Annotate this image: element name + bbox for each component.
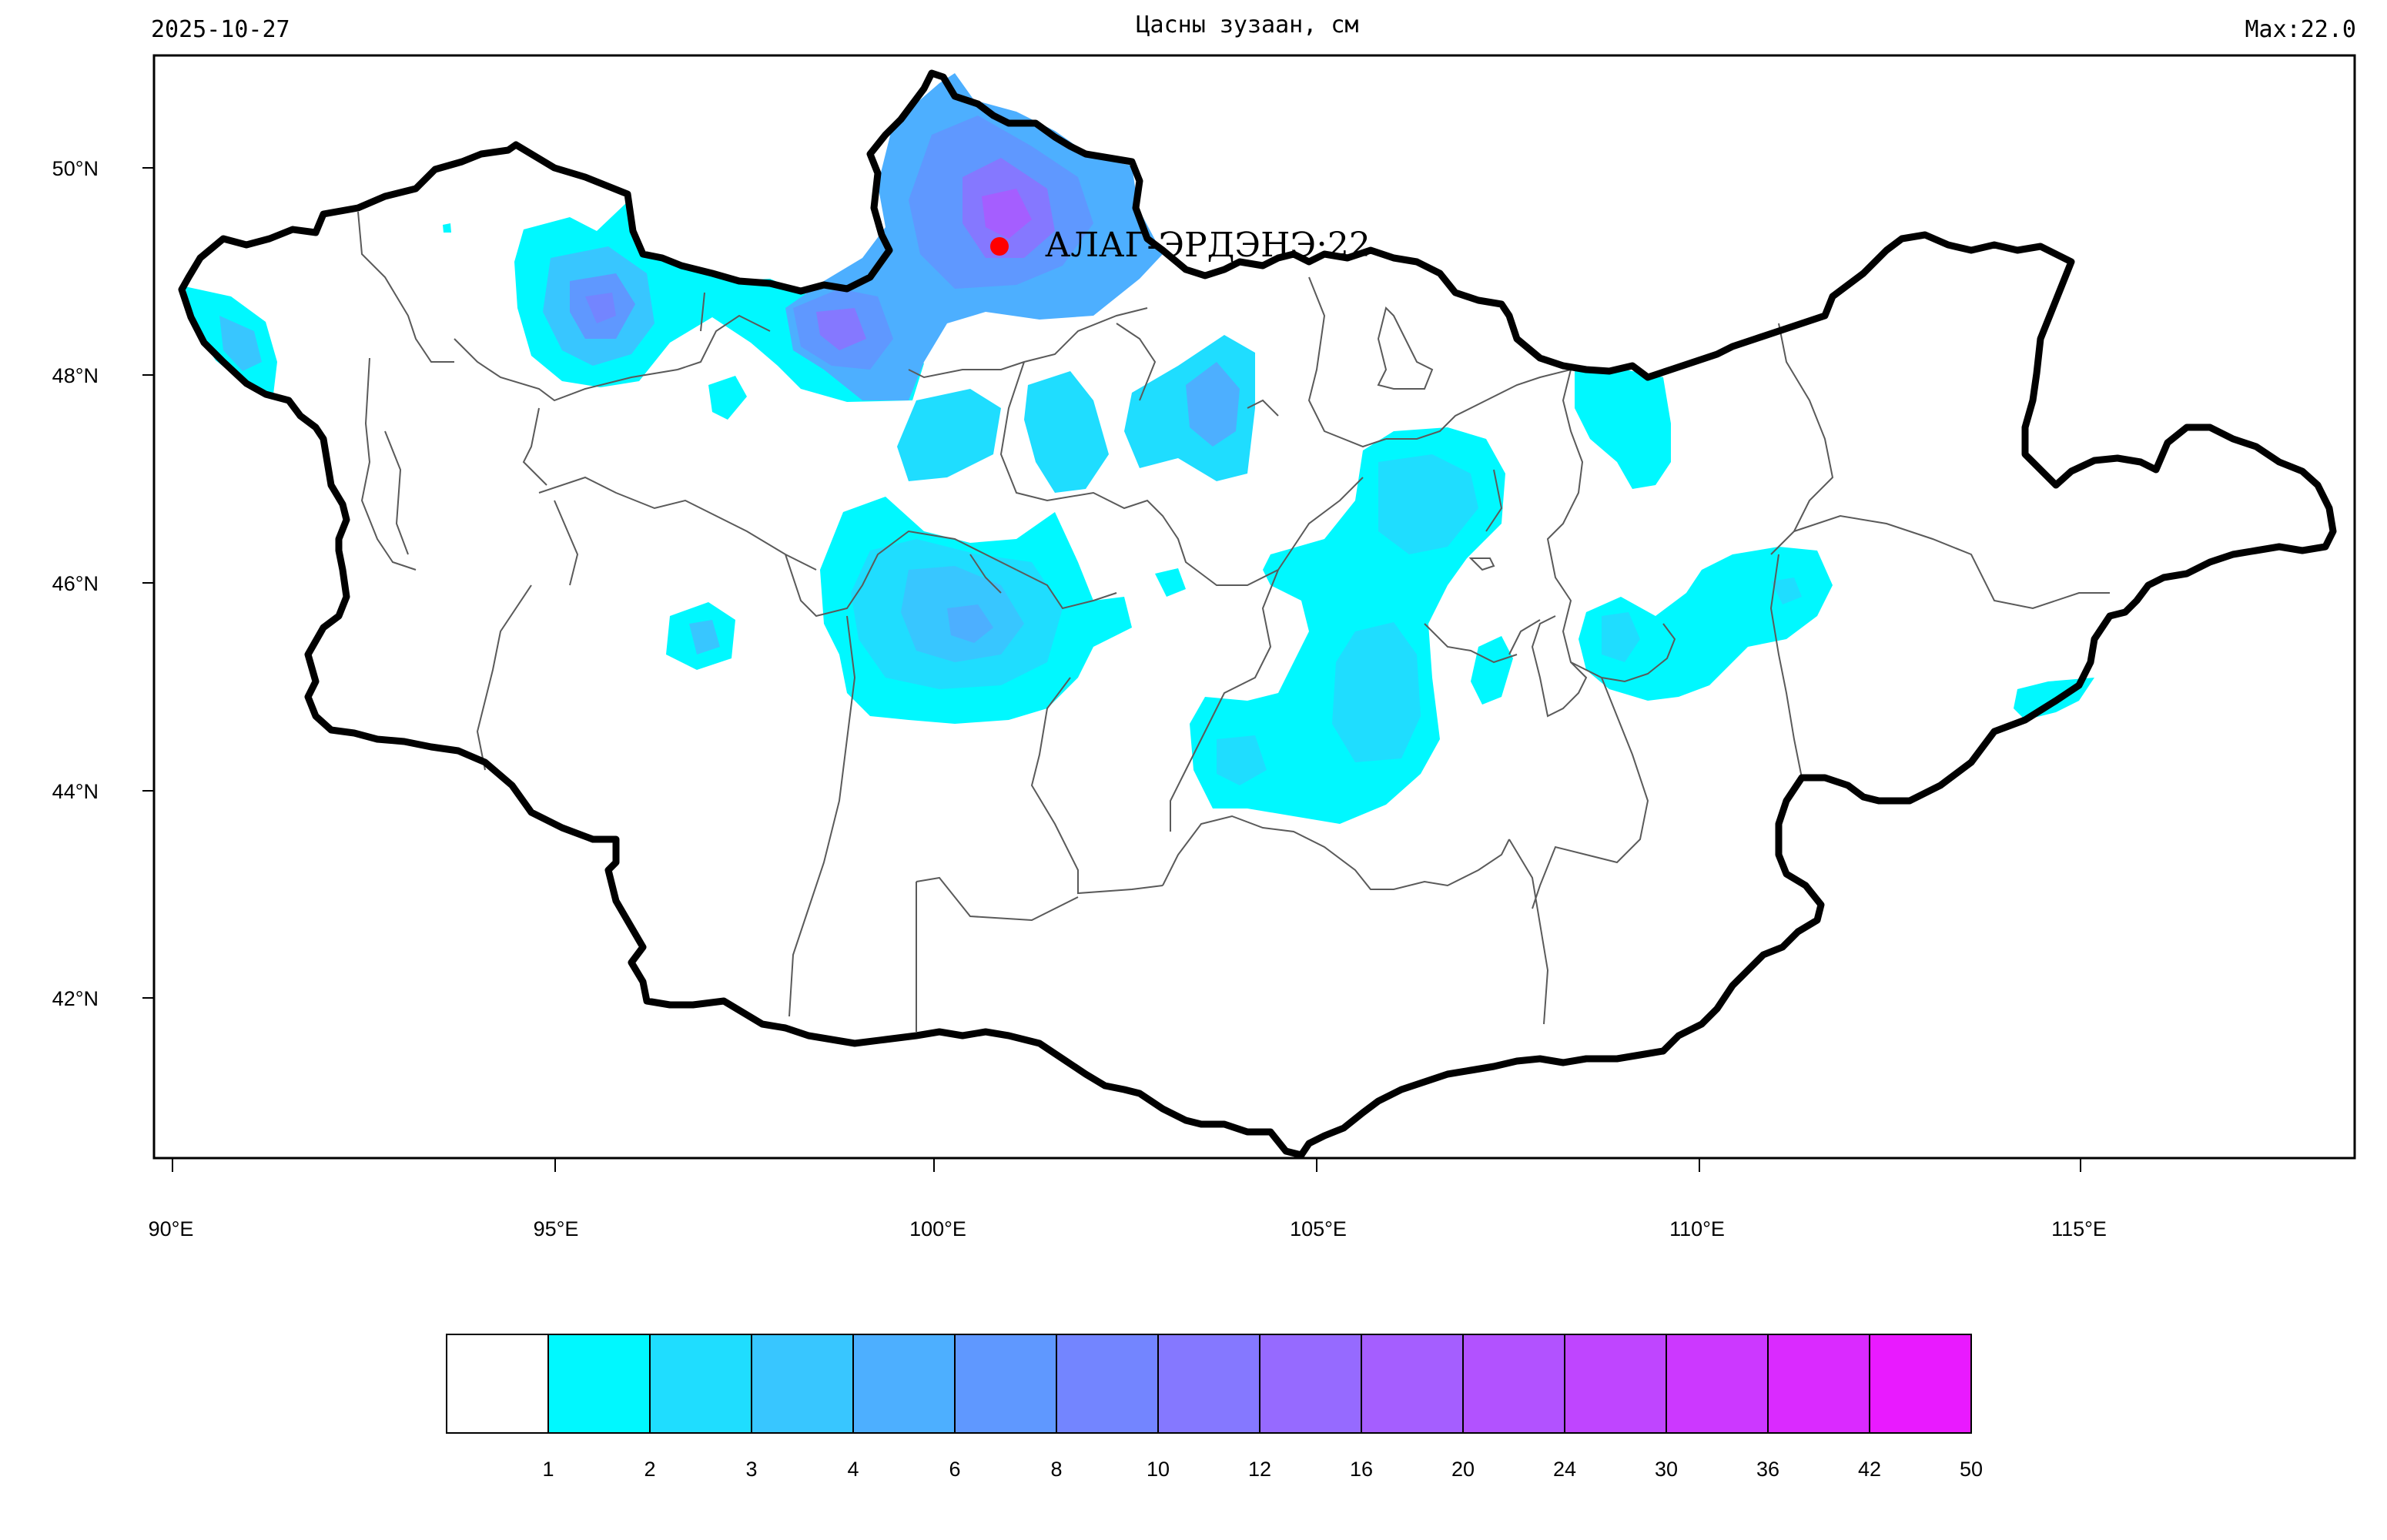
station-marker-label: АЛАГ-ЭРДЭНЭ:22	[1045, 226, 1371, 265]
legend-label: 16	[1350, 1458, 1373, 1481]
legend-label: 8	[1050, 1458, 1062, 1481]
map-title: Цасны зузаан, см	[1137, 12, 1359, 38]
legend-swatch	[751, 1334, 854, 1434]
legend-swatch	[852, 1334, 956, 1434]
lat-tick-44: 44°N	[52, 780, 99, 803]
legend-label: 36	[1756, 1458, 1779, 1481]
latitude-axis: 50°N 48°N 46°N 44°N 42°N	[52, 157, 154, 1010]
date-label: 2025-10-27	[151, 16, 290, 43]
legend-label: 12	[1248, 1458, 1271, 1481]
legend-label: 3	[745, 1458, 757, 1481]
color-legend: 1 2 3 4 6 8 10 12 16 20 24 30 36 42 50	[446, 1334, 1983, 1481]
snow-area-northwest-peak	[585, 293, 616, 323]
snow-area-small-3-core	[689, 620, 720, 654]
legend-swatch	[1462, 1334, 1565, 1434]
lon-tick-110: 110°E	[1669, 1217, 1725, 1240]
snow-depth-areas	[185, 73, 2094, 824]
lat-tick-46: 46°N	[52, 572, 99, 595]
legend-swatch	[547, 1334, 651, 1434]
snow-area-west-of-khovsgol-peak	[816, 308, 866, 350]
snow-area-small-2	[443, 223, 451, 233]
snow-area-east	[1578, 547, 1833, 701]
legend-label: 2	[644, 1458, 655, 1481]
legend-label: 42	[1858, 1458, 1881, 1481]
snow-area-small-5	[1471, 636, 1513, 705]
legend-swatch	[1361, 1334, 1464, 1434]
snow-area-lobe-2-core	[1186, 362, 1240, 447]
legend-swatch	[1259, 1334, 1362, 1434]
legend-swatch	[649, 1334, 752, 1434]
map-frame	[152, 54, 2356, 1160]
legend-swatch	[1767, 1334, 1870, 1434]
legend-swatch	[1056, 1334, 1159, 1434]
longitude-axis: 90°E 95°E 100°E 105°E 110°E 115°E	[149, 1158, 2107, 1240]
snow-area-central-south-core-3	[1217, 735, 1267, 785]
lat-tick-42: 42°N	[52, 987, 99, 1010]
snow-area-far-west-core	[219, 316, 262, 371]
station-marker[interactable]: АЛАГ-ЭРДЭНЭ:22	[990, 226, 1371, 265]
legend-label: 6	[949, 1458, 960, 1481]
legend-label: 1	[542, 1458, 554, 1481]
province-boundaries	[357, 211, 2110, 1032]
lon-tick-90: 90°E	[149, 1217, 194, 1240]
snow-area-small-1	[708, 376, 747, 420]
snow-area-east-core-2	[1771, 578, 1802, 604]
legend-label: 4	[847, 1458, 859, 1481]
lon-tick-115: 115°E	[2051, 1217, 2107, 1240]
snow-area-khovsgol-peak	[982, 189, 1032, 239]
lon-tick-105: 105°E	[1290, 1217, 1347, 1240]
legend-label: 20	[1451, 1458, 1475, 1481]
lon-tick-95: 95°E	[534, 1217, 579, 1240]
legend-label: 10	[1147, 1458, 1170, 1481]
lat-tick-48: 48°N	[52, 364, 99, 387]
snow-area-west-central	[897, 389, 1001, 481]
legend-label: 30	[1655, 1458, 1678, 1481]
lat-tick-50: 50°N	[52, 157, 99, 180]
legend-swatch	[446, 1334, 549, 1434]
snow-area-central-west-peak	[947, 604, 993, 643]
legend-swatch	[954, 1334, 1057, 1434]
legend-label: 24	[1553, 1458, 1576, 1481]
max-label: Max:22.0	[2245, 16, 2357, 43]
lon-tick-100: 100°E	[909, 1217, 966, 1240]
legend-swatch	[1564, 1334, 1667, 1434]
snow-area-central-south-core-2	[1332, 622, 1421, 762]
snow-area-small-4	[1155, 568, 1186, 597]
snow-area-east-core	[1602, 612, 1640, 662]
station-marker-dot[interactable]	[990, 237, 1009, 256]
national-border	[178, 69, 2337, 1159]
snow-area-northeast	[1575, 368, 1671, 489]
snow-area-central-south-core	[1378, 454, 1478, 554]
snow-area-lobe-1	[1024, 371, 1109, 493]
legend-swatch	[1869, 1334, 1972, 1434]
legend-swatch	[1157, 1334, 1260, 1434]
legend-swatch	[1666, 1334, 1769, 1434]
legend-label: 50	[1960, 1458, 1983, 1481]
